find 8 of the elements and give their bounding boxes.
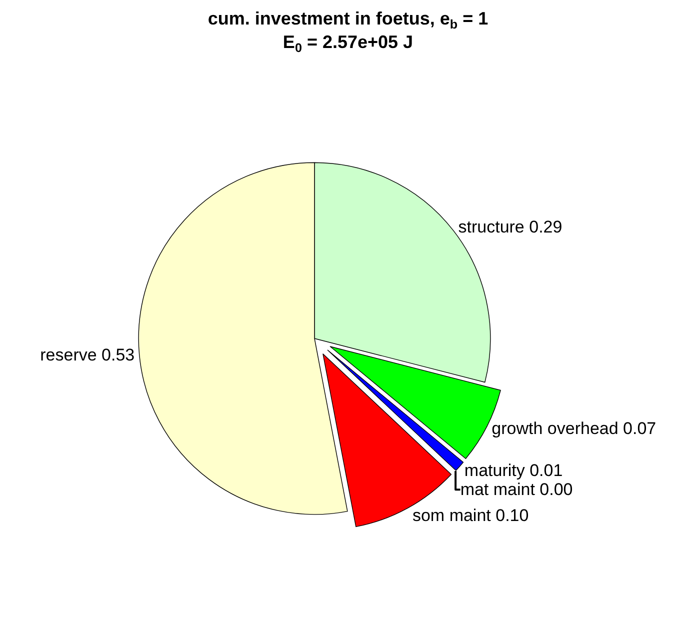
chart-subtitle: E$_{0}$ = 2.57e+05 J (282, 32, 414, 55)
category-label: mat maint 0.00 (460, 480, 573, 500)
slice-label: structure 0.29 (458, 218, 562, 237)
chart-title: cum. investment in foetus, e$_{b}$ = 1 (208, 8, 488, 32)
slice-label: som maint 0.10 (412, 506, 529, 525)
slice-label: maturity 0.01 (464, 461, 563, 480)
slice-label: growth overhead 0.07 (492, 418, 656, 438)
slice-label: reserve 0.53 (40, 346, 135, 365)
